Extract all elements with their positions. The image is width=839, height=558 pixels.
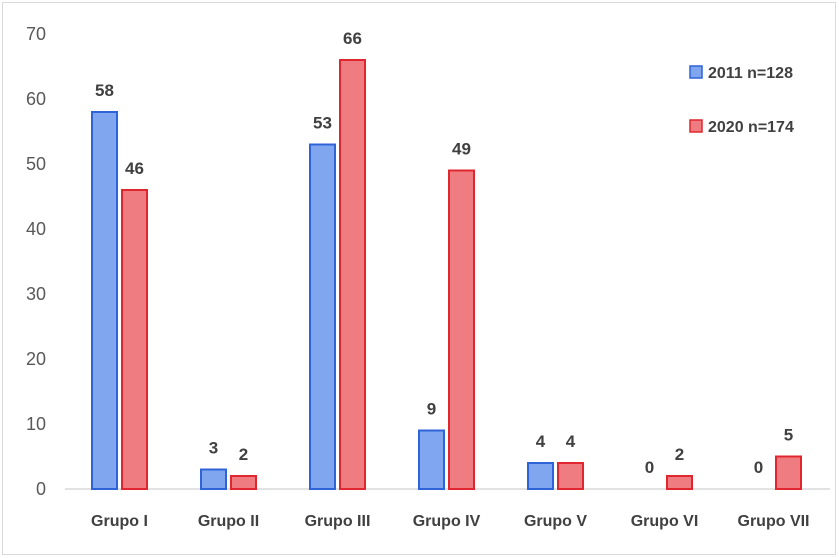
bar-series-1 — [91, 111, 118, 490]
y-tick-label: 20 — [26, 349, 46, 369]
data-label: 4 — [536, 432, 546, 451]
bar-series-2 — [775, 455, 802, 490]
data-label: 4 — [566, 432, 576, 451]
data-label: 66 — [343, 29, 362, 48]
bar-series-1 — [200, 468, 227, 490]
x-tick-label: Grupo VII — [738, 513, 810, 530]
bar-series-2 — [230, 475, 257, 490]
data-label: 46 — [125, 159, 144, 178]
data-label: 58 — [95, 81, 114, 100]
data-label: 49 — [452, 140, 471, 159]
bar-series-1 — [527, 462, 554, 490]
data-label: 0 — [645, 458, 654, 477]
y-tick-label: 60 — [26, 89, 46, 109]
bar-series-2 — [121, 189, 148, 490]
data-label: 2 — [239, 445, 248, 464]
x-tick-label: Grupo II — [198, 513, 259, 530]
bar-series-2 — [448, 169, 475, 490]
y-tick-label: 30 — [26, 284, 46, 304]
x-axis: Grupo I Grupo II Grupo III Grupo IV Grupo V G… — [91, 513, 809, 530]
data-label: 2 — [675, 445, 684, 464]
y-tick-label: 40 — [26, 219, 46, 239]
bar-series-2 — [557, 462, 584, 490]
legend-label: 2020 n=174 — [708, 119, 794, 136]
x-tick-label: Grupo III — [305, 513, 371, 530]
y-tick-label: 0 — [36, 479, 46, 499]
y-tick-label: 50 — [26, 154, 46, 174]
y-axis: 0 10 20 30 40 50 60 70 — [26, 24, 46, 499]
data-label: 0 — [754, 458, 763, 477]
data-labels: 58 46 3 2 53 66 9 49 4 4 0 2 0 5 — [95, 29, 793, 477]
data-label: 3 — [209, 439, 218, 458]
y-tick-label: 10 — [26, 414, 46, 434]
x-tick-label: Grupo V — [524, 513, 587, 530]
bar-series-2 — [339, 59, 366, 490]
data-label: 9 — [427, 400, 436, 419]
bar-series-1 — [418, 429, 445, 490]
legend-label: 2011 n=128 — [708, 65, 793, 82]
bars — [91, 59, 802, 490]
data-label: 5 — [784, 426, 793, 445]
x-tick-label: Grupo IV — [413, 513, 481, 530]
bar-series-1 — [309, 143, 336, 490]
legend-swatch — [689, 65, 703, 79]
data-label: 53 — [313, 114, 332, 133]
y-tick-label: 70 — [26, 24, 46, 44]
legend-swatch — [689, 119, 703, 133]
bar-series-2 — [666, 475, 693, 490]
legend: 2011 n=128 2020 n=174 — [689, 65, 794, 136]
x-tick-label: Grupo I — [91, 513, 148, 530]
x-tick-label: Grupo VI — [631, 513, 699, 530]
